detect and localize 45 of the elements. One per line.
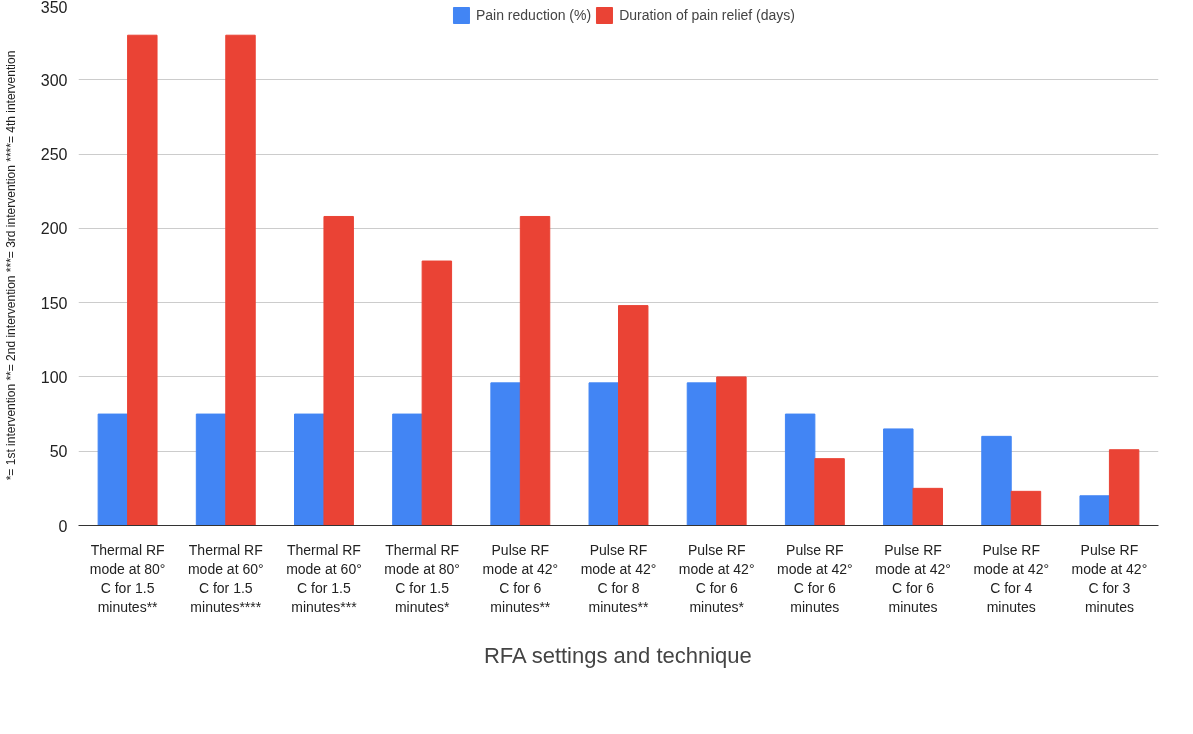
bar: [519, 215, 551, 526]
bar: [1108, 449, 1140, 526]
y-tick-label: 50: [49, 443, 68, 461]
x-tick-label: Thermal RF mode at 60° C for 1.5 minutes****: [187, 541, 264, 616]
bar: [97, 413, 129, 526]
x-tick-label: Pulse RF mode at 42° C for 3 minutes: [1071, 541, 1148, 616]
bar: [195, 413, 227, 526]
bar: [127, 34, 158, 526]
x-tick-label: Thermal RF mode at 60° C for 1.5 minutes***: [286, 541, 362, 616]
bar: [716, 376, 747, 526]
bar: [421, 260, 453, 526]
bar: [294, 413, 325, 526]
x-tick-label: Pulse RF mode at 42° C for 8 minutes**: [580, 541, 657, 616]
bar: [588, 382, 619, 526]
y-tick-label: 100: [40, 368, 68, 386]
legend-label: Pain reduction (%): [475, 7, 592, 23]
x-tick-label: Pulse RF mode at 42° C for 6 minutes*: [678, 541, 755, 616]
x-tick-label: Thermal RF mode at 80° C for 1.5 minutes**: [89, 541, 166, 616]
y-tick-label: 200: [40, 220, 68, 238]
x-tick-label: Pulse RF mode at 42° C for 6 minutes: [777, 541, 853, 616]
y-tick-label: 300: [40, 71, 68, 89]
bar: [1079, 495, 1110, 526]
y-tick-label: 0: [58, 517, 68, 535]
text: *= 1st intervention **= 2nd intervention ***= 3rd intervention ****= 4th intervention: [3, 50, 18, 481]
legend-label: Duration of pain relief (days): [619, 7, 796, 23]
bar: [814, 458, 845, 526]
bar: [981, 435, 1012, 526]
y-tick-label: 150: [40, 294, 68, 312]
x-tick-label: Pulse RF mode at 42° C for 6 minutes**: [482, 541, 559, 616]
bar: [883, 428, 914, 526]
x-tick-label: Pulse RF mode at 42° C for 6 minutes: [875, 541, 951, 616]
bar: [618, 305, 649, 526]
bar: [323, 215, 354, 526]
bar: [392, 413, 423, 526]
bar: [225, 34, 256, 526]
bar: [686, 382, 718, 526]
bar: [1010, 490, 1042, 526]
bar: [912, 487, 943, 526]
x-axis-title: RFA settings and technique: [483, 643, 752, 669]
bar: [784, 413, 816, 526]
x-tick-label: Thermal RF mode at 80° C for 1.5 minutes*: [384, 541, 460, 616]
x-tick-label: Pulse RF mode at 42° C for 4 minutes: [973, 541, 1050, 616]
y-tick-label: 250: [40, 146, 68, 164]
bar: [490, 382, 521, 526]
y-tick-label: 350: [40, 0, 68, 16]
